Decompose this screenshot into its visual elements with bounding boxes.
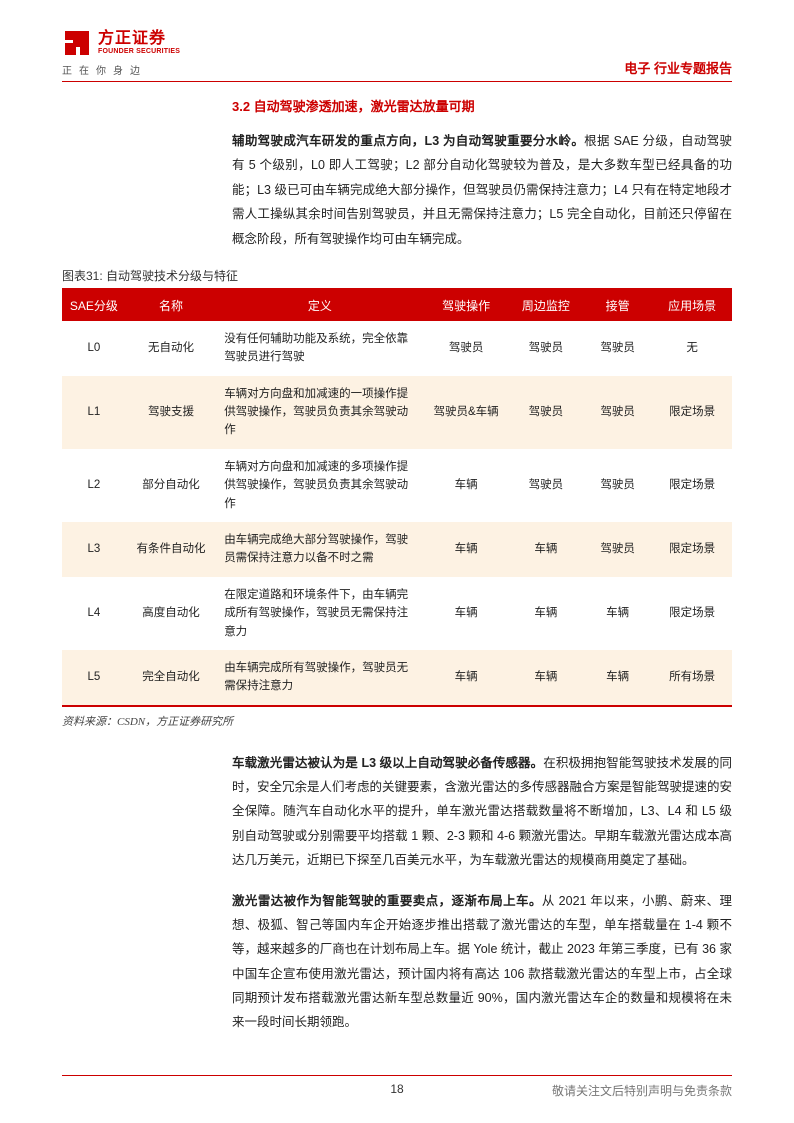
table-cell: 车辆 xyxy=(583,650,652,706)
table-row: L4高度自动化在限定道路和环境条件下，由车辆完成所有驾驶操作，驾驶员无需保持注意… xyxy=(62,577,732,650)
logo-cn: 方正证券 xyxy=(98,30,180,48)
table-cell: 驾驶员 xyxy=(583,376,652,449)
logo-en: FOUNDER SECURITIES xyxy=(98,48,180,56)
para3-lead: 激光雷达被作为智能驾驶的重要卖点，逐渐布局上车。 xyxy=(232,894,542,908)
table-cell: 车辆 xyxy=(424,522,509,577)
table-cell: 限定场景 xyxy=(652,577,732,650)
table-header-cell: 周边监控 xyxy=(509,289,583,321)
table-cell: L2 xyxy=(62,449,126,522)
table-cell: 驾驶员 xyxy=(583,449,652,522)
table-cell: 限定场景 xyxy=(652,449,732,522)
table-cell: 在限定道路和环境条件下，由车辆完成所有驾驶操作，驾驶员无需保持注意力 xyxy=(216,577,423,650)
table-header-cell: 应用场景 xyxy=(652,289,732,321)
table-cell: 车辆 xyxy=(424,577,509,650)
page-number: 18 xyxy=(390,1082,403,1096)
table-cell: L3 xyxy=(62,522,126,577)
table-row: L5完全自动化由车辆完成所有驾驶操作，驾驶员无需保持注意力车辆车辆车辆所有场景 xyxy=(62,650,732,706)
table-header-row: SAE分级名称定义驾驶操作周边监控接管应用场景 xyxy=(62,289,732,321)
table-cell: 驾驶员 xyxy=(509,321,583,376)
table-cell: L4 xyxy=(62,577,126,650)
table-cell: 驾驶支援 xyxy=(126,376,216,449)
table-cell: 车辆 xyxy=(509,577,583,650)
table-cell: 无自动化 xyxy=(126,321,216,376)
table-cell: 无 xyxy=(652,321,732,376)
table-source: 资料来源：CSDN，方正证券研究所 xyxy=(62,713,732,729)
table-cell: 完全自动化 xyxy=(126,650,216,706)
para1-lead: 辅助驾驶成汽车研发的重点方向，L3 为自动驾驶重要分水岭。 xyxy=(232,134,584,148)
table-cell: L1 xyxy=(62,376,126,449)
paragraph-1: 辅助驾驶成汽车研发的重点方向，L3 为自动驾驶重要分水岭。根据 SAE 分级，自… xyxy=(232,129,732,251)
table-cell: 驾驶员 xyxy=(509,376,583,449)
table-header-cell: 定义 xyxy=(216,289,423,321)
table-cell: 高度自动化 xyxy=(126,577,216,650)
footer-disclaimer: 敬请关注文后特别声明与免责条款 xyxy=(552,1082,732,1099)
para1-body: 根据 SAE 分级，自动驾驶有 5 个级别，L0 即人工驾驶；L2 部分自动化驾… xyxy=(232,134,732,246)
table-cell: 由车辆完成所有驾驶操作，驾驶员无需保持注意力 xyxy=(216,650,423,706)
logo-tagline: 正在你身边 xyxy=(62,62,180,77)
table-header-cell: 驾驶操作 xyxy=(424,289,509,321)
table-row: L2部分自动化车辆对方向盘和加减速的多项操作提供驾驶操作，驾驶员负责其余驾驶动作… xyxy=(62,449,732,522)
logo-icon xyxy=(62,28,92,58)
table-cell: 驾驶员&车辆 xyxy=(424,376,509,449)
table-cell: 由车辆完成绝大部分驾驶操作，驾驶员需保持注意力以备不时之需 xyxy=(216,522,423,577)
section-title: 3.2 自动驾驶渗透加速，激光雷达放量可期 xyxy=(232,96,732,115)
table-cell: 车辆 xyxy=(583,577,652,650)
table-cell: 所有场景 xyxy=(652,650,732,706)
table-row: L0无自动化没有任何辅助功能及系统，完全依靠驾驶员进行驾驶驾驶员驾驶员驾驶员无 xyxy=(62,321,732,376)
table-header-cell: SAE分级 xyxy=(62,289,126,321)
table-cell: 没有任何辅助功能及系统，完全依靠驾驶员进行驾驶 xyxy=(216,321,423,376)
logo: 方正证券 FOUNDER SECURITIES xyxy=(62,28,180,58)
page-footer: 18 敬请关注文后特别声明与免责条款 xyxy=(0,1075,794,1099)
table-cell: 车辆对方向盘和加减速的一项操作提供驾驶操作，驾驶员负责其余驾驶动作 xyxy=(216,376,423,449)
para3-body: 从 2021 年以来，小鹏、蔚来、理想、极狐、智己等国内车企开始逐步推出搭载了激… xyxy=(232,894,732,1030)
paragraph-2: 车载激光雷达被认为是 L3 级以上自动驾驶必备传感器。在积极拥抱智能驾驶技术发展… xyxy=(232,751,732,873)
table-cell: L0 xyxy=(62,321,126,376)
table-cell: L5 xyxy=(62,650,126,706)
table-cell: 驾驶员 xyxy=(509,449,583,522)
table-cell: 有条件自动化 xyxy=(126,522,216,577)
table-row: L3有条件自动化由车辆完成绝大部分驾驶操作，驾驶员需保持注意力以备不时之需车辆车… xyxy=(62,522,732,577)
table-caption: 图表31: 自动驾驶技术分级与特征 xyxy=(62,267,732,284)
para2-body: 在积极拥抱智能驾驶技术发展的同时，安全冗余是人们考虑的关键要素，含激光雷达的多传… xyxy=(232,756,732,868)
table-cell: 部分自动化 xyxy=(126,449,216,522)
table-header-cell: 接管 xyxy=(583,289,652,321)
table-cell: 车辆 xyxy=(424,449,509,522)
table-cell: 车辆 xyxy=(509,650,583,706)
paragraph-3: 激光雷达被作为智能驾驶的重要卖点，逐渐布局上车。从 2021 年以来，小鹏、蔚来… xyxy=(232,889,732,1035)
table-cell: 限定场景 xyxy=(652,376,732,449)
page-header: 方正证券 FOUNDER SECURITIES 正在你身边 电子 行业专题报告 xyxy=(62,28,732,82)
doc-category: 电子 行业专题报告 xyxy=(624,58,732,77)
table-cell: 车辆 xyxy=(509,522,583,577)
table-header-cell: 名称 xyxy=(126,289,216,321)
table-cell: 车辆 xyxy=(424,650,509,706)
sae-table: SAE分级名称定义驾驶操作周边监控接管应用场景 L0无自动化没有任何辅助功能及系… xyxy=(62,288,732,707)
table-cell: 限定场景 xyxy=(652,522,732,577)
table-cell: 驾驶员 xyxy=(583,522,652,577)
table-cell: 驾驶员 xyxy=(424,321,509,376)
table-cell: 车辆对方向盘和加减速的多项操作提供驾驶操作，驾驶员负责其余驾驶动作 xyxy=(216,449,423,522)
para2-lead: 车载激光雷达被认为是 L3 级以上自动驾驶必备传感器。 xyxy=(232,756,543,770)
table-row: L1驾驶支援车辆对方向盘和加减速的一项操作提供驾驶操作，驾驶员负责其余驾驶动作驾… xyxy=(62,376,732,449)
table-cell: 驾驶员 xyxy=(583,321,652,376)
